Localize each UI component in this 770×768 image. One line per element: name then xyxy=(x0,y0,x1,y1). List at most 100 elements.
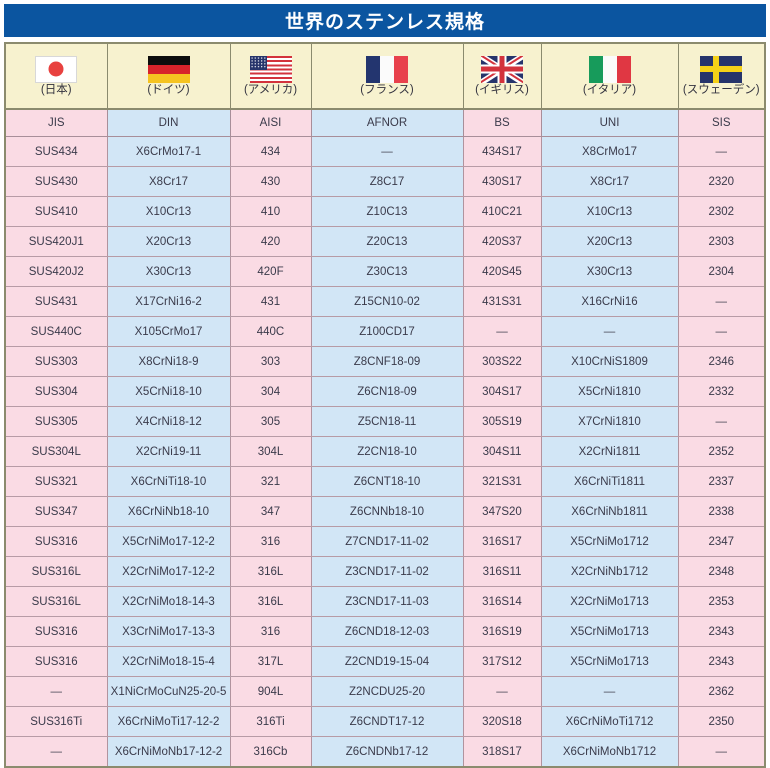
cell-jis: SUS420J1 xyxy=(6,226,108,257)
country-label-italy: (イタリア) xyxy=(582,83,637,96)
cell-afnor: Z15CN10-02 xyxy=(311,286,464,317)
cell-jis: — xyxy=(6,736,108,766)
cell-afnor: Z3CND17-11-03 xyxy=(311,586,464,617)
cell-din: X20Cr13 xyxy=(107,226,231,257)
cell-bs: 434S17 xyxy=(463,136,542,167)
cell-jis: SUS304L xyxy=(6,436,108,467)
flag-header-row: (日本) (ドイツ) xyxy=(6,44,764,110)
cell-bs: 410C21 xyxy=(463,196,542,227)
cell-bs: 304S11 xyxy=(463,436,542,467)
cell-jis: SUS347 xyxy=(6,496,108,527)
standard-header-aisi: AISI xyxy=(230,109,312,137)
cell-uni: X6CrNiTi1811 xyxy=(541,466,679,497)
table-row: SUS430 X8Cr17 430 Z8C17 430S17 X8Cr17 2320 xyxy=(6,166,764,197)
cell-din: X4CrNi18-12 xyxy=(107,406,231,437)
cell-din: X2CrNiMo17-12-2 xyxy=(107,556,231,587)
cell-aisi: 420F xyxy=(230,256,312,287)
cell-sis: — xyxy=(678,736,764,766)
cell-uni: X5CrNiMo1713 xyxy=(541,616,679,647)
cell-sis: 2353 xyxy=(678,586,764,617)
table-row: — X6CrNiMoNb17-12-2 316Cb Z6CNDNb17-12 318S1… xyxy=(6,736,764,766)
country-label-france: (フランス) xyxy=(360,83,414,96)
cell-sis: 2302 xyxy=(678,196,764,227)
cell-uni: X2CrNi1811 xyxy=(541,436,679,467)
table-row: SUS431 X17CrNi16-2 431 Z15CN10-02 431S31 X16C… xyxy=(6,286,764,317)
cell-din: X3CrNiMo17-13-3 xyxy=(107,616,231,647)
standards-table: (日本) (ドイツ) xyxy=(6,44,764,766)
cell-sis: 2338 xyxy=(678,496,764,527)
cell-din: X2CrNiMo18-15-4 xyxy=(107,646,231,677)
cell-jis: SUS305 xyxy=(6,406,108,437)
table-row: SUS303 X8CrNi18-9 303 Z8CNF18-09 303S22 X10Cr… xyxy=(6,346,764,377)
country-header-uk: (イギリス) xyxy=(463,44,542,110)
cell-jis: SUS304 xyxy=(6,376,108,407)
cell-bs: — xyxy=(463,316,542,347)
cell-sis: 2343 xyxy=(678,646,764,677)
cell-uni: X7CrNi1810 xyxy=(541,406,679,437)
cell-aisi: 440C xyxy=(230,316,312,347)
cell-aisi: 304 xyxy=(230,376,312,407)
table-row: SUS316 X2CrNiMo18-15-4 317L Z2CND19-15-04 31… xyxy=(6,646,764,677)
standard-header-sis: SIS xyxy=(678,109,764,137)
table-body: SUS434 X6CrMo17-1 434—434S17 X8CrMo17— SUS43… xyxy=(6,136,764,766)
cell-jis: SUS316 xyxy=(6,646,108,677)
cell-sis: 2350 xyxy=(678,706,764,737)
cell-bs: 317S12 xyxy=(463,646,542,677)
cell-din: X6CrNiNb18-10 xyxy=(107,496,231,527)
cell-bs: 316S19 xyxy=(463,616,542,647)
cell-aisi: 303 xyxy=(230,346,312,377)
cell-uni: X2CrNiMo1713 xyxy=(541,586,679,617)
table-row: — X1NiCrMoCuN25-20-5 904L Z2NCDU25-20— —2362 xyxy=(6,676,764,707)
cell-jis: SUS316L xyxy=(6,586,108,617)
country-label-usa: (アメリカ) xyxy=(243,83,298,96)
cell-uni: X20Cr13 xyxy=(541,226,679,257)
cell-afnor: Z3CND17-11-02 xyxy=(311,556,464,587)
country-header-france: (フランス) xyxy=(311,44,464,110)
cell-bs: — xyxy=(463,676,542,707)
cell-uni: X8Cr17 xyxy=(541,166,679,197)
table-row: SUS304 X5CrNi18-10 304 Z6CN18-09 304S17 X5CrN… xyxy=(6,376,764,407)
table-row: SUS316Ti X6CrNiMoTi17-12-2 316Ti Z6CNDT17-1… xyxy=(6,706,764,737)
cell-bs: 316S11 xyxy=(463,556,542,587)
cell-din: X5CrNi18-10 xyxy=(107,376,231,407)
cell-din: X5CrNiMo17-12-2 xyxy=(107,526,231,557)
cell-aisi: 410 xyxy=(230,196,312,227)
cell-jis: SUS316 xyxy=(6,616,108,647)
cell-uni: X5CrNiMo1712 xyxy=(541,526,679,557)
cell-uni: X10Cr13 xyxy=(541,196,679,227)
cell-aisi: 420 xyxy=(230,226,312,257)
cell-sis: 2303 xyxy=(678,226,764,257)
cell-aisi: 316Cb xyxy=(230,736,312,766)
cell-afnor: Z6CNT18-10 xyxy=(311,466,464,497)
flag-uk-icon xyxy=(481,55,523,83)
table-row: SUS321 X6CrNiTi18-10 321 Z6CNT18-10 321S31 X6… xyxy=(6,466,764,497)
cell-afnor: Z6CND18-12-03 xyxy=(311,616,464,647)
cell-jis: SUS430 xyxy=(6,166,108,197)
cell-aisi: 434 xyxy=(230,136,312,167)
cell-afnor: Z5CN18-11 xyxy=(311,406,464,437)
table-row: SUS420J2 X30Cr13 420F Z30C13 420S45 X30Cr13 23… xyxy=(6,256,764,287)
cell-uni: X5CrNiMo1713 xyxy=(541,646,679,677)
table-row: SUS305 X4CrNi18-12 305 Z5CN18-11 305S19 X7CrN… xyxy=(6,406,764,437)
cell-din: X1NiCrMoCuN25-20-5 xyxy=(107,676,231,707)
cell-sis: 2347 xyxy=(678,526,764,557)
cell-jis: SUS431 xyxy=(6,286,108,317)
cell-jis: SUS316 xyxy=(6,526,108,557)
cell-afnor: Z6CNNb18-10 xyxy=(311,496,464,527)
country-label-sweden: (スウェーデン) xyxy=(682,83,760,96)
cell-jis: SUS321 xyxy=(6,466,108,497)
cell-uni: X6CrNiNb1811 xyxy=(541,496,679,527)
cell-aisi: 321 xyxy=(230,466,312,497)
cell-sis: — xyxy=(678,136,764,167)
cell-aisi: 316 xyxy=(230,616,312,647)
flag-usa-icon xyxy=(249,55,292,83)
cell-sis: — xyxy=(678,286,764,317)
cell-afnor: Z20C13 xyxy=(311,226,464,257)
cell-afnor: Z2NCDU25-20 xyxy=(311,676,464,707)
cell-jis: SUS440C xyxy=(6,316,108,347)
cell-sis: — xyxy=(678,316,764,347)
cell-jis: SUS420J2 xyxy=(6,256,108,287)
cell-sis: 2337 xyxy=(678,466,764,497)
cell-bs: 431S31 xyxy=(463,286,542,317)
cell-bs: 347S20 xyxy=(463,496,542,527)
